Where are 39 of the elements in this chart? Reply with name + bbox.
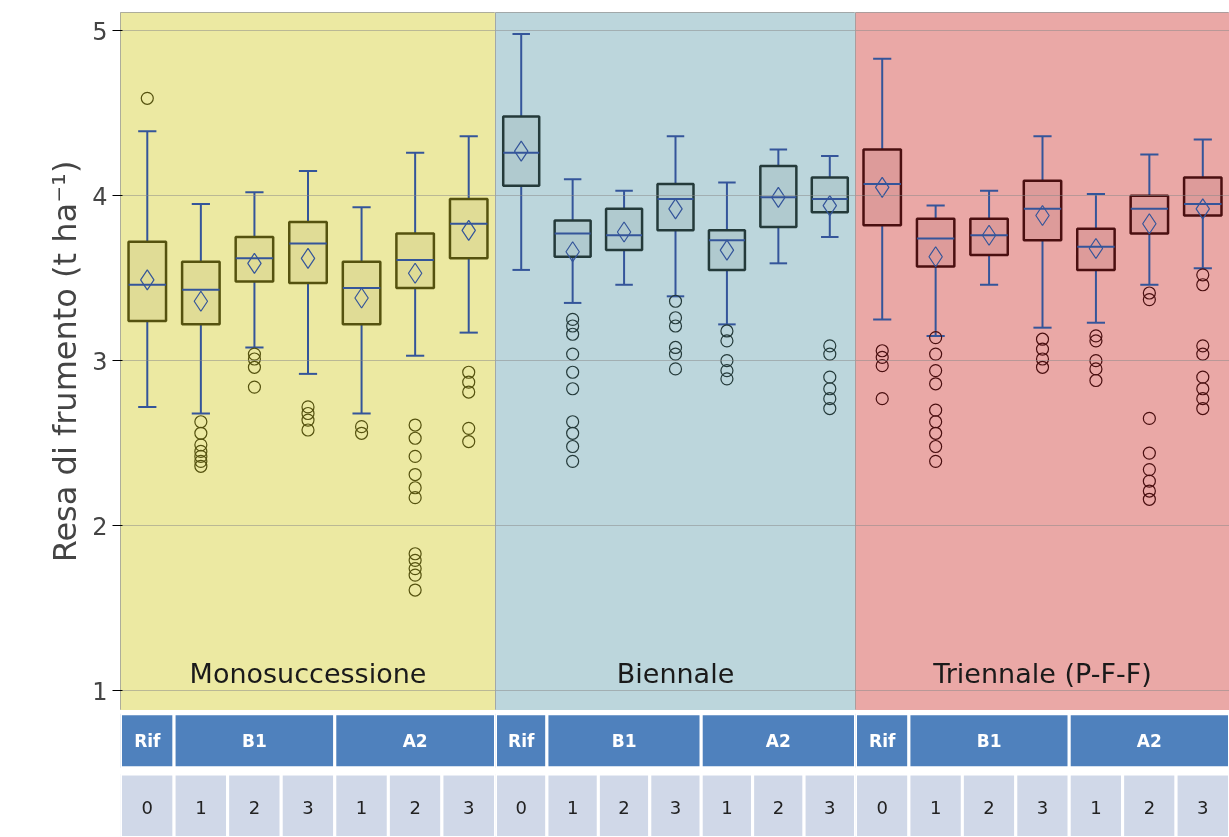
y-axis-title: Resa di frumento (t ha⁻¹) bbox=[46, 160, 85, 563]
x-tick-label: 3 bbox=[824, 796, 836, 818]
x-tick-label: 2 bbox=[983, 796, 995, 818]
x-tick-label: 0 bbox=[141, 796, 154, 818]
x-tick-label: 1 bbox=[566, 796, 579, 818]
x-tick-label: 2 bbox=[1143, 796, 1156, 818]
y-tick-label: 2 bbox=[92, 512, 108, 541]
band-label: Monosuccessione bbox=[189, 657, 427, 689]
text: A2 bbox=[1136, 730, 1162, 751]
x-tick-label: 3 bbox=[462, 796, 475, 818]
x-tick-label: 2 bbox=[618, 796, 630, 818]
x-tick-label: 3 bbox=[1036, 796, 1049, 818]
text: A2 bbox=[402, 730, 428, 751]
text: B1 bbox=[976, 730, 1002, 751]
text: B1 bbox=[611, 730, 637, 751]
x-tick-label: 3 bbox=[1197, 796, 1209, 818]
x-tick-label: 2 bbox=[409, 796, 421, 818]
text: B1 bbox=[242, 730, 267, 751]
x-tick-label: 1 bbox=[1090, 796, 1102, 818]
x-tick-label: 0 bbox=[515, 796, 527, 818]
text: A2 bbox=[765, 730, 791, 751]
x-tick-label: 1 bbox=[195, 796, 207, 818]
x-tick-label: 3 bbox=[302, 796, 314, 818]
x-tick-label: 1 bbox=[721, 796, 733, 818]
y-tick-label: 4 bbox=[92, 182, 108, 211]
band-label: Triennale (P-F-F) bbox=[932, 657, 1152, 689]
x-tick-label: 1 bbox=[929, 796, 942, 818]
y-tick-label: 3 bbox=[92, 347, 108, 376]
band-label: Biennale bbox=[616, 657, 735, 689]
x-tick-label: 2 bbox=[772, 796, 785, 818]
y-tick-label: 1 bbox=[92, 677, 108, 706]
text: Rif bbox=[508, 730, 535, 751]
x-tick-label: 2 bbox=[248, 796, 261, 818]
x-tick-label: 0 bbox=[876, 796, 888, 818]
x-tick-label: 1 bbox=[355, 796, 368, 818]
text: Rif bbox=[134, 730, 162, 751]
x-tick-label: 3 bbox=[669, 796, 682, 818]
text: Rif bbox=[869, 730, 896, 751]
y-tick-label: 5 bbox=[92, 17, 108, 46]
